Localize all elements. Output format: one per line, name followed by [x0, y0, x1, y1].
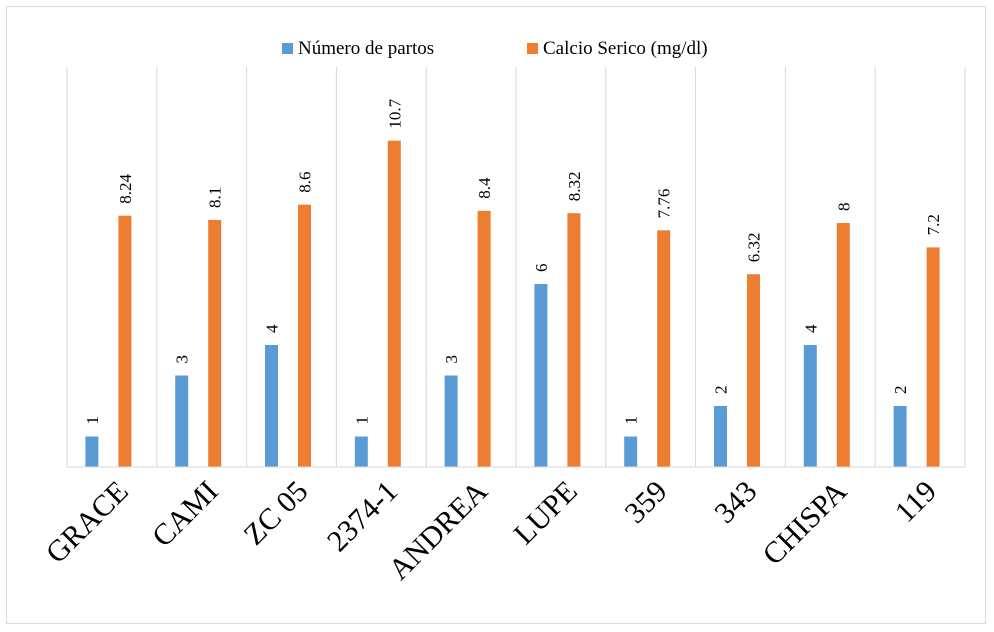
category-label-9: CHISPA	[756, 474, 853, 571]
legend-swatch-1	[282, 43, 293, 54]
bar-partos-1	[85, 436, 99, 467]
data-label-calcio-5: 8.4	[475, 177, 494, 199]
data-label-partos-6: 6	[532, 264, 551, 273]
category-label-7: 359	[618, 475, 673, 530]
bar-calcio-3	[298, 204, 311, 467]
data-label-calcio-9: 8	[834, 203, 853, 212]
legend: Número de partos Calcio Serico (mg/dl)	[282, 38, 708, 59]
data-label-calcio-10: 7.2	[924, 214, 943, 235]
legend-swatch-2	[527, 43, 538, 54]
category-label-8: 343	[708, 475, 763, 530]
category-label-3: ZC 05	[237, 475, 314, 552]
bar-partos-6	[534, 284, 548, 467]
bar-partos-9	[803, 345, 817, 467]
category-label-1: GRACE	[40, 475, 135, 570]
data-label-partos-4: 1	[352, 416, 371, 425]
data-label-partos-3: 4	[263, 324, 282, 333]
data-label-calcio-1: 8.24	[116, 173, 135, 203]
bar-partos-5	[444, 375, 458, 467]
bar-calcio-9	[836, 223, 850, 467]
category-label-6: LUPE	[507, 475, 583, 551]
data-label-calcio-3: 8.6	[296, 171, 315, 192]
data-label-partos-5: 3	[442, 355, 461, 364]
data-label-calcio-7: 7.76	[655, 189, 674, 219]
data-label-partos-1: 1	[83, 416, 102, 425]
category-label-4: 2374-1	[321, 475, 404, 558]
data-label-partos-7: 1	[622, 416, 641, 425]
chart-frame: Número de partos Calcio Serico (mg/dl) 1 8…	[6, 6, 986, 624]
bar-calcio-8	[747, 274, 760, 467]
bar-partos-2	[175, 375, 189, 467]
bar-partos-3	[265, 345, 278, 467]
bar-partos-8	[714, 406, 727, 467]
bars	[85, 140, 940, 468]
legend-label-1: Número de partos	[298, 38, 434, 59]
bar-calcio-4	[387, 140, 401, 467]
data-label-partos-8: 2	[712, 386, 731, 395]
bar-partos-4	[354, 436, 368, 467]
bar-calcio-10	[926, 247, 940, 467]
data-label-calcio-8: 6.32	[745, 232, 764, 262]
category-label-5: ANDREA	[382, 474, 494, 586]
data-label-calcio-4: 10.7	[385, 98, 404, 128]
data-label-partos-9: 4	[801, 324, 820, 333]
bar-partos-7	[624, 436, 638, 467]
category-label-2: CAMI	[146, 475, 225, 554]
legend-label-2: Calcio Serico (mg/dl)	[543, 38, 708, 59]
bar-calcio-1	[118, 215, 132, 467]
bar-calcio-6	[567, 213, 581, 467]
bar-calcio-5	[477, 210, 491, 468]
bar-chart: Número de partos Calcio Serico (mg/dl) 1 8…	[40, 38, 966, 586]
bar-calcio-2	[208, 219, 222, 467]
data-label-partos-10: 2	[891, 386, 910, 395]
bar-partos-10	[893, 406, 907, 467]
data-label-calcio-2: 8.1	[206, 187, 225, 208]
bar-calcio-7	[657, 230, 671, 467]
data-label-partos-2: 3	[173, 355, 192, 364]
category-separators	[66, 67, 966, 467]
data-label-calcio-6: 8.32	[565, 171, 584, 201]
category-label-10: 119	[889, 475, 943, 529]
data-labels: 1 8.24 3 8.1 4 8.6 1 10.7 3 8.4 6 8.32 1 7.76 2 6.32 4 8 2…	[83, 98, 943, 424]
